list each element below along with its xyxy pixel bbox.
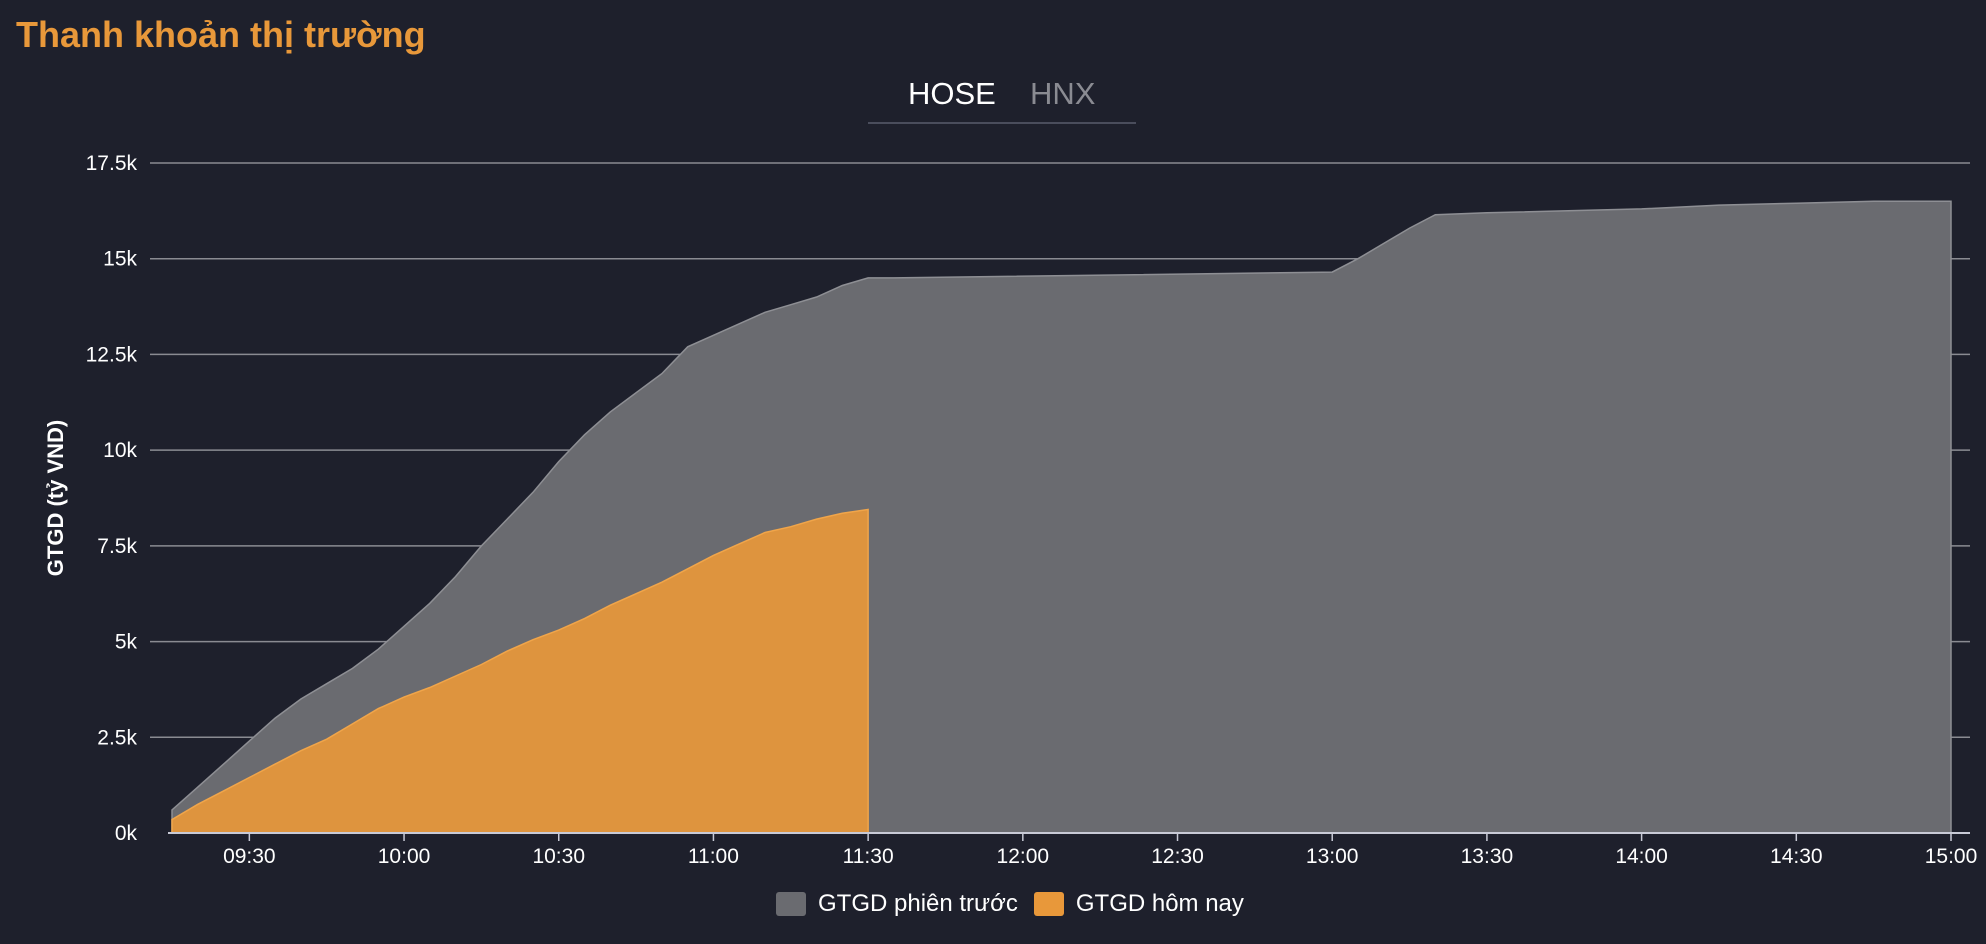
x-tick-label: 13:30 [1461,845,1514,868]
y-tick-label: 0k [115,822,138,845]
legend-item-today[interactable]: GTGD hôm nay [1033,890,1244,918]
legend-swatch-previous [776,892,806,916]
x-tick-label: 14:00 [1615,845,1668,868]
area-today [171,508,869,834]
axes: 0k 2.5k 5k 7.5k 10k 12.5k 15k 17.5k 09:30 10:00 10… [86,152,1978,868]
page-title: Thanh khoản thị trường [16,14,426,55]
y-tick-label: 17.5k [86,152,138,175]
legend-swatch-today [1033,892,1064,916]
y-tick-label: 10k [103,439,137,462]
exchange-tabs: HOSE HNX [868,72,1136,124]
legend-label-today: GTGD hôm nay [1075,890,1244,917]
x-tick-label: 15:00 [1925,845,1978,868]
x-tick-label: 12:30 [1151,845,1204,868]
x-tick-label: 13:00 [1306,845,1359,868]
x-tick-label: 14:30 [1770,845,1823,868]
chart-legend: GTGD phiên trước GTGD hôm nay [776,890,1260,918]
y-tick-label: 7.5k [97,535,137,558]
x-tick-label: 12:00 [997,845,1050,868]
y-tick-label: 12.5k [86,343,138,366]
y-axis-label: GTGD (tỷ VND) [43,420,68,576]
x-tick-label: 11:30 [843,845,894,868]
tab-hnx[interactable]: HNX [1030,76,1096,111]
x-tick-label: 09:30 [223,845,276,868]
x-tick-label: 11:00 [688,845,739,868]
y-tick-label: 15k [103,248,137,271]
y-tick-label: 2.5k [97,726,137,749]
legend-item-previous[interactable]: GTGD phiên trước [776,890,1018,918]
legend-label-previous: GTGD phiên trước [818,890,1018,917]
y-tick-label: 5k [115,631,138,654]
x-tick-label: 10:30 [532,845,585,868]
area-series [171,200,1952,834]
tab-hose[interactable]: HOSE [908,76,996,111]
x-tick-label: 10:00 [378,845,431,868]
